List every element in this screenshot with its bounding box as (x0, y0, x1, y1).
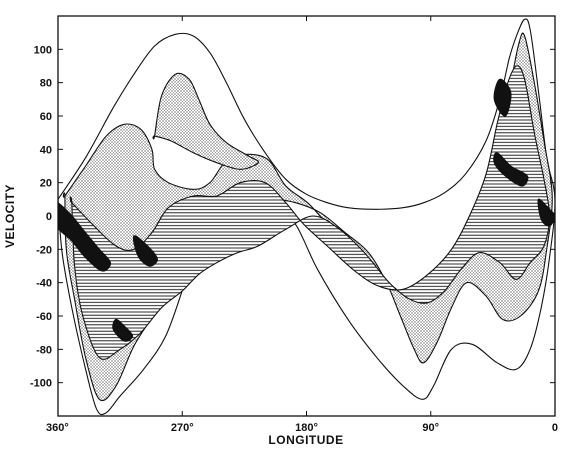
x-tick-label: 180° (295, 422, 318, 434)
x-axis: 360° 270° 180° 90° 0 (46, 16, 558, 434)
y-tick-label: 60 (40, 111, 52, 123)
y-tick-label: 20 (40, 178, 52, 190)
y-tick-label: -80 (36, 344, 52, 356)
y-axis: 100 80 60 40 20 0 -20 -40 -60 -80 -100 (30, 44, 555, 390)
contour-level-3-region-1 (69, 65, 551, 360)
y-tick-label: -20 (36, 244, 52, 256)
contour-level-4-region-2 (132, 235, 158, 267)
y-tick-label: -40 (36, 278, 52, 290)
y-tick-label: 80 (40, 78, 52, 90)
contour-level-4-region-5 (493, 152, 529, 187)
y-tick-label: -60 (36, 311, 52, 323)
x-tick-label: 90° (422, 422, 439, 434)
y-tick-label: 40 (40, 144, 52, 156)
contour-level-4-region-1 (58, 202, 112, 272)
contour-levels (58, 18, 555, 416)
x-tick-label: 270° (171, 422, 194, 434)
y-axis-title: VELOCITY (3, 184, 17, 248)
y-tick-label: -100 (30, 378, 52, 390)
contour-level-4-region-3 (112, 318, 134, 342)
y-tick-label: 0 (46, 211, 52, 223)
x-axis-title: LONGITUDE (268, 433, 343, 447)
x-tick-label: 360° (46, 422, 69, 434)
x-tick-label: 0 (552, 422, 558, 434)
contour-level-2-region-2 (152, 72, 259, 170)
contour-level-4-region-4 (493, 78, 512, 117)
contour-level-4-region-6 (537, 198, 555, 227)
y-tick-label: 100 (34, 44, 52, 56)
